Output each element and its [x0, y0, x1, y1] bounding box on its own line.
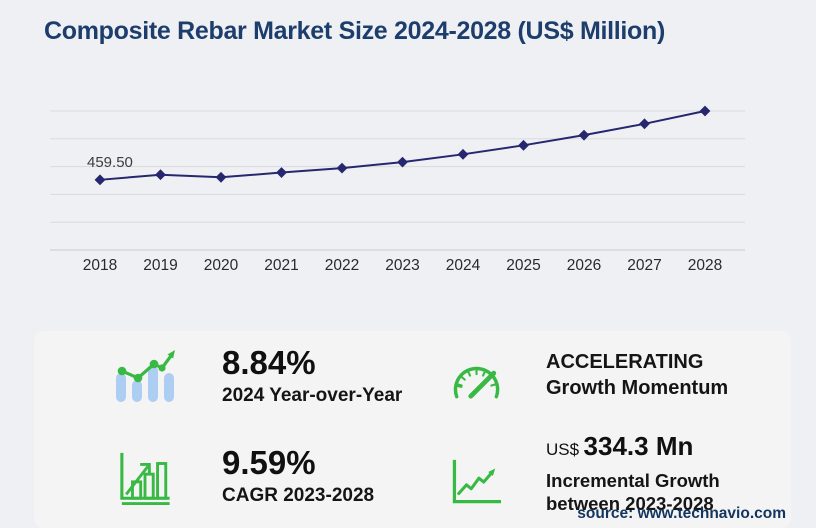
- line-graph-up-arrow-icon: [452, 459, 501, 504]
- series-line: [99, 110, 706, 181]
- data-point-marker-2022: [336, 162, 348, 174]
- icon-arrowhead: [140, 463, 151, 474]
- icon-bar: [132, 380, 142, 402]
- source-attribution: source: www.technavio.com: [577, 505, 786, 522]
- momentum-line1: ACCELERATING: [546, 351, 704, 373]
- icon-arrow-shaft: [125, 463, 151, 496]
- incremental-caption-line1: Incremental Growth: [546, 470, 720, 491]
- x-axis-label-2026: 2026: [567, 257, 601, 274]
- data-point-marker-2021: [276, 167, 287, 178]
- bar-chart-up-trend-icon: [116, 350, 175, 402]
- market-size-line-chart: 2018 2019 2020 2021 2022 2023 2024 2025 2026 2027…: [50, 105, 745, 274]
- x-axis-label-2027: 2027: [627, 257, 661, 274]
- x-axis-label-2023: 2023: [385, 257, 419, 274]
- x-axis-label-2018: 2018: [83, 257, 117, 274]
- x-axis-label-2019: 2019: [143, 257, 177, 274]
- cagr-value: 9.59%: [222, 444, 316, 481]
- chart-area: 2018 2019 2020 2021 2022 2023 2024 2025 2026 2027…: [40, 85, 800, 285]
- icon-arrowhead: [488, 468, 496, 477]
- data-point-marker-2023: [397, 156, 408, 168]
- x-axis-label-2024: 2024: [446, 257, 481, 274]
- yoy-value: 8.84%: [222, 344, 316, 381]
- x-axis-label-2021: 2021: [264, 257, 298, 274]
- icon-bar: [156, 462, 168, 500]
- incremental-value: 334.3 Mn: [583, 431, 694, 461]
- incremental-currency: US$: [546, 440, 580, 459]
- stats-panel: 8.84% 2024 Year-over-Year: [34, 331, 791, 528]
- icon-bar: [148, 366, 158, 402]
- icon-bar: [116, 373, 126, 402]
- data-point-marker-2027: [639, 118, 650, 130]
- icon-bar: [164, 373, 174, 402]
- yoy-caption: 2024 Year-over-Year: [222, 385, 403, 406]
- icon-axis: [452, 459, 501, 504]
- incremental-caption-line2: between 2023-2028: [546, 493, 714, 514]
- gauge-arc: [453, 366, 500, 399]
- icon-zigzag-line: [457, 471, 494, 496]
- data-point-marker-2028: [699, 105, 711, 117]
- cagr-caption: CAGR 2023-2028: [222, 485, 375, 506]
- gauge-needle: [468, 370, 497, 399]
- x-axis-label-2028: 2028: [688, 257, 722, 274]
- data-point-marker-2018: [94, 174, 106, 186]
- momentum-line2: Growth Momentum: [546, 377, 729, 399]
- icon-arrowhead: [167, 350, 175, 359]
- speedometer-icon: [453, 366, 500, 399]
- x-axis-label-2022: 2022: [325, 257, 359, 274]
- data-point-marker-2020: [215, 171, 227, 183]
- page-title: Composite Rebar Market Size 2024-2028 (U…: [44, 17, 666, 45]
- data-point-marker-2024: [457, 148, 469, 160]
- first-point-value-label: 459.50: [87, 154, 133, 171]
- data-point-marker-2019: [155, 169, 166, 181]
- x-axis-label-2025: 2025: [506, 257, 540, 274]
- data-point-marker-2025: [518, 139, 529, 151]
- icon-bar: [143, 472, 155, 500]
- bar-chart-growth-arrow-icon: [120, 452, 170, 505]
- data-point-marker-2026: [578, 129, 590, 141]
- x-axis-label-2020: 2020: [204, 257, 239, 274]
